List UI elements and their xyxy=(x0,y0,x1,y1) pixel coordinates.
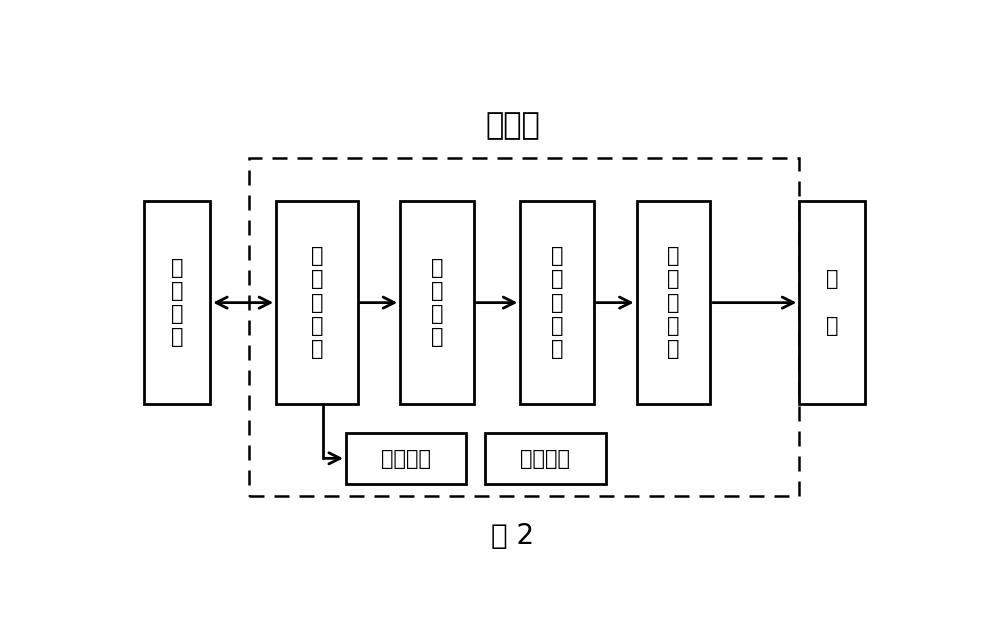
Bar xyxy=(249,158,799,496)
Bar xyxy=(144,201,210,404)
Text: 测
量
短
节: 测 量 短 节 xyxy=(171,258,184,347)
Text: 电池组件: 电池组件 xyxy=(520,448,570,468)
Bar xyxy=(799,201,865,404)
Text: 功
率
放
大
器: 功 率 放 大 器 xyxy=(551,246,563,359)
Bar xyxy=(485,433,606,484)
Bar xyxy=(637,201,710,404)
Bar xyxy=(400,201,474,404)
Bar xyxy=(346,433,466,484)
Text: 单
片
机
电
路: 单 片 机 电 路 xyxy=(311,246,323,359)
Text: 阻
抗
变
换
器: 阻 抗 变 换 器 xyxy=(667,246,680,359)
Text: 辅助模块: 辅助模块 xyxy=(381,448,431,468)
Bar xyxy=(276,201,358,404)
Text: 隔
离
单
元: 隔 离 单 元 xyxy=(431,258,443,347)
Text: 天

线: 天 线 xyxy=(826,269,838,336)
Text: 图 2: 图 2 xyxy=(491,522,534,550)
Text: 发射机: 发射机 xyxy=(485,112,540,141)
Bar xyxy=(520,201,594,404)
